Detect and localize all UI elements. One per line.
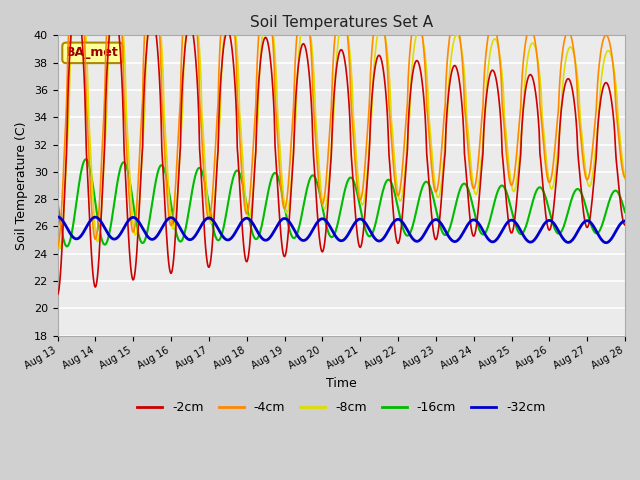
-8cm bbox=[401, 166, 409, 171]
-2cm bbox=[621, 222, 629, 228]
-32cm bbox=[225, 237, 232, 243]
-32cm bbox=[54, 214, 61, 220]
-8cm bbox=[122, 81, 129, 87]
-4cm bbox=[401, 138, 408, 144]
Line: -8cm: -8cm bbox=[58, 0, 625, 249]
-2cm bbox=[225, 30, 233, 36]
-2cm bbox=[121, 161, 129, 167]
-32cm bbox=[621, 218, 629, 224]
Line: -32cm: -32cm bbox=[58, 217, 625, 243]
-8cm bbox=[54, 234, 61, 240]
Line: -2cm: -2cm bbox=[58, 0, 625, 295]
-8cm bbox=[56, 246, 63, 252]
-2cm bbox=[401, 185, 408, 191]
Line: -16cm: -16cm bbox=[58, 159, 625, 246]
Line: -4cm: -4cm bbox=[58, 0, 625, 247]
-4cm bbox=[54, 244, 61, 250]
-16cm bbox=[63, 243, 71, 249]
-16cm bbox=[54, 199, 61, 205]
-32cm bbox=[432, 217, 440, 223]
-4cm bbox=[121, 112, 129, 118]
-32cm bbox=[400, 221, 408, 227]
-2cm bbox=[433, 236, 440, 242]
-32cm bbox=[602, 240, 610, 246]
-32cm bbox=[253, 227, 260, 233]
-8cm bbox=[621, 176, 629, 181]
-4cm bbox=[433, 189, 440, 194]
Text: BA_met: BA_met bbox=[66, 47, 119, 60]
-4cm bbox=[275, 153, 283, 159]
-8cm bbox=[254, 113, 262, 119]
-2cm bbox=[72, 0, 80, 2]
-16cm bbox=[226, 190, 234, 196]
Title: Soil Temperatures Set A: Soil Temperatures Set A bbox=[250, 15, 433, 30]
-16cm bbox=[621, 209, 629, 215]
-2cm bbox=[253, 104, 261, 110]
-4cm bbox=[621, 175, 629, 180]
X-axis label: Time: Time bbox=[326, 377, 356, 390]
-8cm bbox=[226, 0, 234, 4]
Y-axis label: Soil Temperature (C): Soil Temperature (C) bbox=[15, 121, 28, 250]
-2cm bbox=[275, 202, 283, 207]
-32cm bbox=[274, 221, 282, 227]
-16cm bbox=[82, 156, 90, 162]
-16cm bbox=[122, 161, 129, 167]
-8cm bbox=[433, 193, 441, 199]
-16cm bbox=[276, 179, 284, 184]
-16cm bbox=[254, 235, 262, 240]
-2cm bbox=[54, 292, 61, 298]
Legend: -2cm, -4cm, -8cm, -16cm, -32cm: -2cm, -4cm, -8cm, -16cm, -32cm bbox=[132, 396, 550, 419]
-8cm bbox=[276, 138, 284, 144]
-4cm bbox=[253, 58, 261, 63]
-16cm bbox=[433, 211, 441, 217]
-32cm bbox=[120, 225, 128, 230]
-16cm bbox=[401, 231, 409, 237]
